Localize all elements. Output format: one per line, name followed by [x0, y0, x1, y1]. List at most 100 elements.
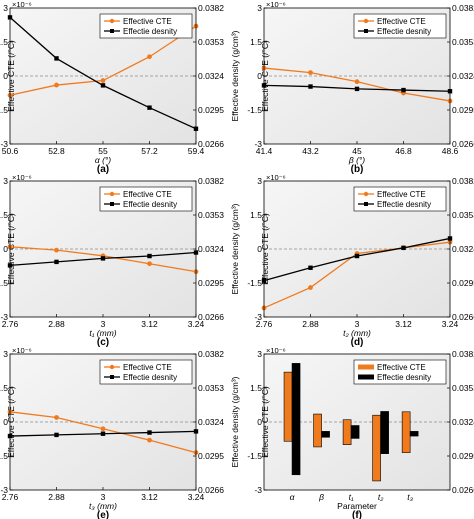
legend-label: Effective CTE	[123, 363, 172, 372]
plot-frame	[263, 180, 451, 318]
data-point-density	[54, 259, 59, 265]
legend-label: Effectie desnity	[377, 373, 431, 382]
legend-marker-cte	[363, 18, 369, 24]
chart-panel: -3 -1.5 0 1.5 3 0.0266 0.0295 0.0324 0.0353 0.038…	[0, 346, 240, 519]
y-exponent-label: ×10⁻⁶	[266, 173, 286, 182]
x-tick-label: 48.6	[442, 146, 459, 156]
x-tick-label: 3.24	[188, 319, 205, 329]
panel-label: (d)	[351, 337, 364, 348]
x-axis-title: t₃ (mm)	[89, 501, 117, 511]
legend-box	[99, 359, 193, 385]
x-axis-title: Parameter	[337, 501, 377, 511]
y-tick-label-right: 0.0382	[198, 349, 224, 359]
y-tick-label-left: -1.5	[247, 278, 262, 288]
y-tick-label-right: 0.0266	[198, 139, 224, 149]
y-tick-label-left: 1.5	[250, 37, 262, 47]
legend-marker-density	[110, 29, 114, 33]
y-tick-label-right: 0.0266	[452, 485, 474, 495]
y-tick-label-right: 0.0382	[198, 3, 224, 13]
y-tick-label-right: 0.0382	[452, 176, 474, 186]
x-tick-label: 3.12	[141, 319, 158, 329]
x-tick-label: β	[318, 492, 324, 502]
data-point-cte	[100, 426, 106, 432]
legend-label: Effective CTE	[377, 17, 426, 26]
y-tick-label-left: -1.5	[0, 451, 8, 461]
y-tick-label-right: 0.0295	[198, 105, 224, 115]
bar-density	[409, 431, 419, 437]
bar-cte	[283, 371, 293, 442]
legend-box	[99, 186, 193, 212]
data-point-density	[147, 253, 152, 259]
y-exponent-label: ×10⁻⁶	[266, 346, 286, 355]
y-tick-label-right: 0.0295	[452, 451, 474, 461]
y-tick-label-left: 0	[3, 71, 8, 81]
y-tick-label-left: 1.5	[0, 37, 8, 47]
x-tick-label: 46.8	[395, 146, 412, 156]
bar-cte	[372, 414, 381, 482]
y-tick-label-right: 0.0324	[452, 417, 474, 427]
y-axis-title-left: Effective CTE (/°C)	[6, 213, 16, 285]
x-axis-title: t₁ (mm)	[89, 328, 116, 338]
y-axis-title-left: Effective CTE (/°C)	[260, 40, 270, 112]
x-tick-label: 3.24	[188, 492, 205, 502]
x-tick-label: 3	[355, 319, 360, 329]
y-tick-label-right: 0.0353	[452, 210, 474, 220]
y-tick-label-right: 0.0324	[198, 244, 224, 254]
y-tick-label-right: 0.0382	[198, 176, 224, 186]
bar-cte	[342, 419, 352, 445]
x-tick-label: 3	[101, 319, 106, 329]
y-tick-label-left: 3	[3, 176, 8, 186]
plot-frame	[263, 353, 451, 491]
y-tick-label-left: -3	[254, 485, 262, 495]
y-tick-label-left: -3	[0, 312, 8, 322]
y-tick-label-left: -3	[0, 139, 8, 149]
y-tick-label-right: 0.0353	[452, 37, 474, 47]
x-tick-label: 2.76	[256, 319, 273, 329]
x-tick-label: 3.24	[442, 319, 459, 329]
legend-box	[353, 186, 447, 212]
plot-frame	[263, 7, 451, 145]
x-tick-label: 2.88	[48, 319, 65, 329]
x-axis-title: β (°)	[348, 155, 365, 165]
legend-box	[353, 13, 447, 39]
x-tick-label: 3.12	[395, 319, 412, 329]
y-exponent-label: ×10⁻⁶	[12, 0, 32, 9]
legend-label: Effectie desnity	[123, 373, 177, 382]
x-tick-label: α	[290, 492, 296, 502]
y-tick-label-left: 3	[3, 349, 8, 359]
panel-label: (a)	[97, 164, 109, 175]
chart-panel: -3 -1.5 0 1.5 3 0.0266 0.0295 0.0324 0.0353 0.038…	[247, 346, 474, 519]
y-tick-label-right: 0.0382	[452, 349, 474, 359]
legend-marker-cte	[363, 191, 369, 197]
y-tick-label-left: -1.5	[247, 451, 262, 461]
y-tick-label-right: 0.0266	[198, 312, 224, 322]
y-tick-label-right: 0.0353	[452, 383, 474, 393]
y-axis-title-right: Effective density (g/cm³)	[230, 30, 240, 121]
y-tick-label-left: 3	[257, 176, 262, 186]
y-tick-label-left: 1.5	[0, 210, 8, 220]
bar-density	[321, 431, 330, 438]
y-axis-title-left: Effective CTE (/°C)	[260, 386, 270, 458]
x-axis-title: t₂ (mm)	[343, 328, 371, 338]
y-tick-label-right: 0.0324	[198, 417, 224, 427]
y-tick-label-left: -3	[254, 312, 262, 322]
y-tick-label-left: 1.5	[0, 383, 8, 393]
data-point-density	[100, 256, 106, 261]
data-point-density	[308, 84, 313, 89]
data-point-cte	[308, 70, 313, 75]
x-tick-label: 2.76	[2, 492, 19, 502]
data-point-density	[147, 430, 152, 435]
bar-density	[291, 363, 301, 476]
data-point-cte	[54, 247, 59, 253]
legend-label: Effectie desnity	[123, 27, 177, 36]
legend-box	[99, 13, 193, 39]
legend-label: Effective CTE	[123, 17, 172, 26]
y-tick-label-left: -1.5	[0, 278, 8, 288]
x-tick-label: t₃	[407, 492, 413, 502]
data-point-cte	[147, 437, 152, 443]
x-tick-label: 3.12	[141, 492, 158, 502]
x-tick-label: 3	[101, 492, 106, 502]
legend-label: Effectie desnity	[123, 200, 177, 209]
y-tick-label-left: -3	[254, 139, 262, 149]
